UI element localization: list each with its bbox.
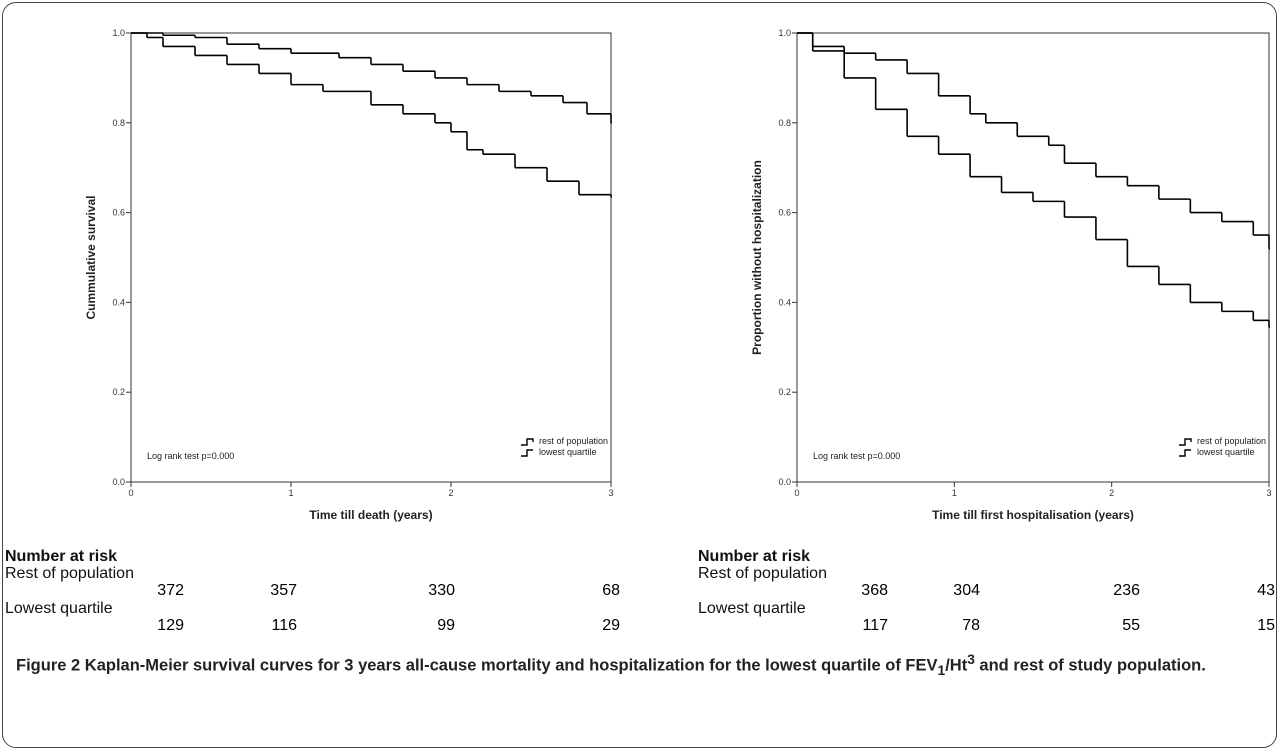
x-tick-label: 3 [608,488,613,498]
risk-count: 43 [1257,582,1275,599]
x-tick-label: 2 [448,488,453,498]
legend-swatch [521,438,534,446]
x-tick-label: 1 [288,488,293,498]
caption-sub: 1 [937,662,946,678]
risk-count: 15 [1257,617,1275,634]
x-axis-label: Time till first hospitalisation (years) [932,508,1134,522]
legend-label: lowest quartile [1197,447,1255,457]
y-tick-label: 0.2 [778,387,791,397]
risk-count: 372 [157,582,184,599]
y-tick-label: 0.6 [112,208,125,218]
charts: 0.0 0.2 0.4 0.6 0.8 1.0 0 1 2 3 Time till death (y… [84,28,1272,522]
caption-text: Kaplan-Meier survival curves for 3 years… [84,656,938,675]
y-tick-label: 0.4 [778,297,791,307]
legend-swatch [1179,449,1191,457]
y-tick-label: 0.2 [112,387,125,397]
risk-count: 236 [1113,582,1140,599]
risk-count: 99 [437,617,455,634]
x-tick-label: 0 [794,488,799,498]
x-tick-label: 3 [1266,488,1271,498]
risk-count: 29 [602,617,620,634]
x-tick-label: 1 [952,488,957,498]
risk-count: 117 [862,617,888,634]
y-axis-label: Proportion without hospitalization [750,160,764,355]
plot-frame [130,32,612,483]
y-tick-label: 0.6 [778,208,791,218]
x-axis-label: Time till death (years) [309,508,432,522]
legend-label: lowest quartile [539,447,597,457]
risk-count: 304 [953,582,980,599]
caption-text: and rest of study population. [974,656,1206,675]
legend-label: rest of population [539,436,608,446]
caption-sup: 3 [967,652,975,667]
risk-count: 78 [962,617,980,634]
annotation: Log rank test p=0.000 [813,451,900,461]
plot-frame [796,32,1270,483]
x-tick-label: 0 [128,488,133,498]
risk-title: Number at risk [698,548,811,565]
risk-count: 68 [602,582,620,599]
x-tick-label: 2 [1109,488,1114,498]
y-tick-label: 0.8 [112,118,125,128]
y-tick-label: 0.0 [778,477,791,487]
caption-label: Figure 2 [16,656,81,675]
legend-swatch [521,449,533,457]
y-tick-label: 1.0 [778,28,791,38]
legend-swatch [1179,438,1192,446]
risk-count: 368 [861,582,888,599]
y-tick-label: 1.0 [112,28,125,38]
risk-title: Number at risk [5,548,118,565]
risk-count: 116 [271,617,297,634]
y-axis-label: Cummulative survival [84,195,98,319]
risk-count: 357 [270,582,297,599]
risk-count: 55 [1122,617,1140,634]
risk-count: 330 [428,582,455,599]
risk-group: Lowest quartile [5,600,113,617]
y-tick-label: 0.0 [112,477,125,487]
risk-group: Rest of population [5,565,134,582]
y-tick-label: 0.4 [112,297,125,307]
annotation: Log rank test p=0.000 [147,451,234,461]
risk-group: Rest of population [698,565,827,582]
risk-group: Lowest quartile [698,600,806,617]
y-tick-label: 0.8 [778,118,791,128]
legend-label: rest of population [1197,436,1266,446]
risk-count: 129 [157,617,184,634]
caption-text: /Ht [945,656,968,675]
caption: Figure 2 Kaplan-Meier survival curves fo… [16,648,1266,683]
